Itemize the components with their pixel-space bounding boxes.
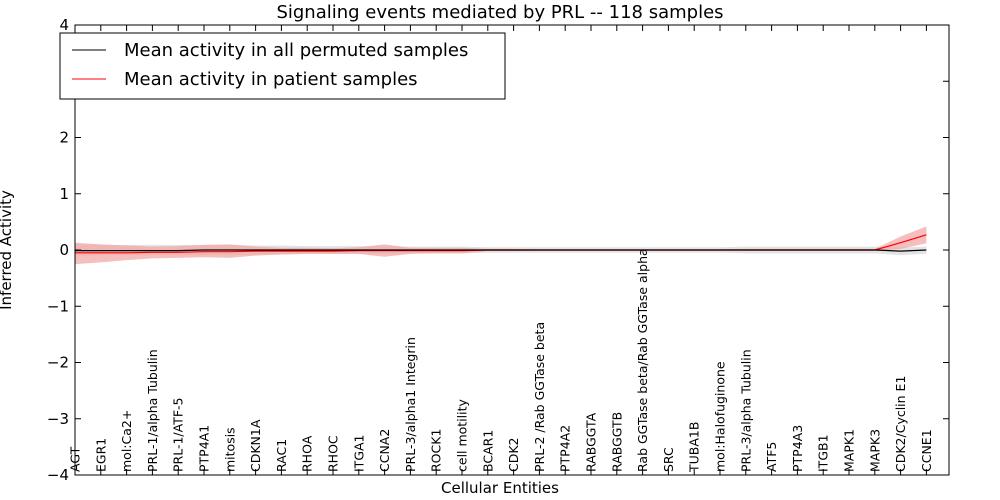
- category-label: SRC: [661, 447, 676, 472]
- y-tick-label: −2: [47, 354, 69, 372]
- category-label: PRL-3/alpha1 Integrin: [403, 337, 418, 472]
- category-label: mitosis: [222, 427, 237, 472]
- category-label: PRL-1/alpha Tubulin: [145, 349, 160, 472]
- y-tick-label: 1: [59, 185, 69, 203]
- category-label: TUBA1B: [687, 422, 702, 473]
- category-label: ITGB1: [816, 434, 831, 472]
- x-axis: [74, 25, 927, 475]
- category-label: EGR1: [93, 438, 108, 472]
- category-label: PTP4A3: [790, 425, 805, 472]
- category-label: PRL-3/alpha Tubulin: [738, 349, 753, 472]
- category-label: CDKN1A: [248, 419, 263, 472]
- category-label: RABGGTB: [609, 412, 624, 472]
- legend-frame: [59, 32, 506, 100]
- category-label: PRL-2 /Rab GGTase beta: [532, 322, 547, 472]
- legend-label-permuted: Mean activity in all permuted samples: [124, 40, 468, 61]
- category-label: CCNA2: [377, 429, 392, 472]
- category-label: PRL-1/ATF-5: [171, 397, 186, 472]
- category-label: CDK2: [506, 437, 521, 472]
- confidence-band-patient: [75, 226, 927, 265]
- y-tick-label: −4: [47, 466, 69, 484]
- category-label: CDK2/Cyclin E1: [893, 376, 908, 472]
- category-labels: AGT EGR1 mol:Ca2+ PRL-1/alpha Tubulin PRL-1/…: [68, 248, 934, 473]
- category-label: cell motility: [455, 398, 470, 472]
- category-label: RHOC: [326, 435, 341, 472]
- category-label: PTP4A1: [197, 425, 212, 472]
- category-label: MAPK1: [842, 429, 857, 472]
- x-axis-label: Cellular Entities: [441, 479, 559, 497]
- y-axis-label: Inferred Activity: [0, 190, 15, 310]
- category-label: AGT: [68, 446, 83, 472]
- category-label: MAPK3: [867, 429, 882, 472]
- category-label: RABGGTA: [584, 412, 599, 472]
- y-tick-label: −3: [47, 410, 69, 428]
- legend: Mean activity in all permuted samples Me…: [59, 32, 506, 100]
- category-label: Rab GGTase beta/Rab GGTase alpha: [635, 248, 650, 472]
- bands-layer: [75, 226, 927, 265]
- series-line-permuted: [75, 249, 927, 252]
- lines-layer: [75, 234, 927, 254]
- category-label: PTP4A2: [558, 425, 573, 472]
- category-label: ATF5: [764, 442, 779, 472]
- category-label: BCAR1: [480, 430, 495, 472]
- y-tick-label: 4: [59, 16, 69, 34]
- category-label: mol:Ca2+: [119, 410, 134, 472]
- category-label: RHOA: [300, 435, 315, 472]
- category-label: mol:Halofuginone: [713, 361, 728, 472]
- chart-title: Signaling events mediated by PRL -- 118 …: [276, 2, 723, 23]
- category-label: ROCK1: [429, 429, 444, 472]
- y-tick-label: −1: [47, 297, 69, 315]
- y-tick-label: 0: [59, 241, 69, 259]
- y-tick-label: 2: [59, 129, 69, 147]
- category-label: RAC1: [274, 439, 289, 472]
- legend-label-patient: Mean activity in patient samples: [124, 69, 418, 90]
- category-label: CCNE1: [919, 429, 934, 472]
- category-label: ITGA1: [351, 434, 366, 472]
